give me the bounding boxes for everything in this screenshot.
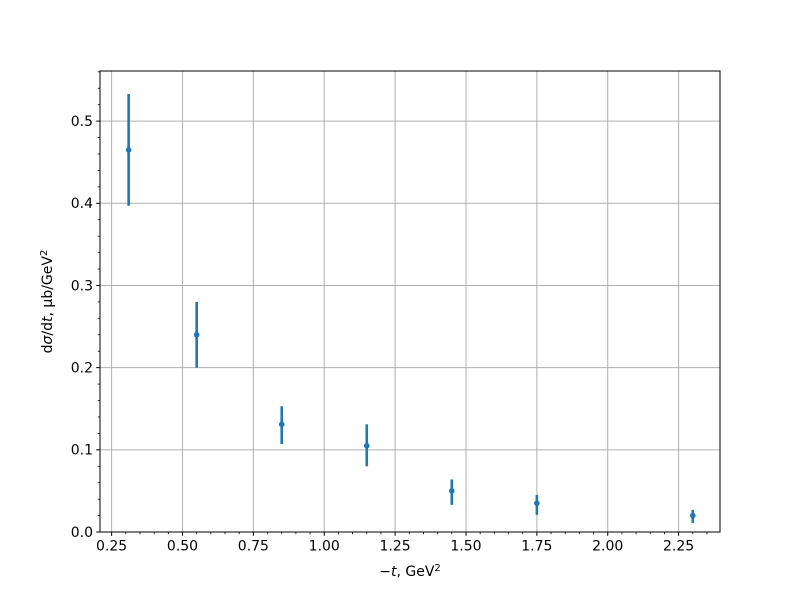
data-point: [193, 331, 200, 338]
plot-border: [99, 70, 721, 533]
x-tick-label: 2.25: [663, 539, 694, 555]
data-point: [125, 147, 132, 153]
y-tick-label: 0.4: [71, 196, 93, 212]
y-axis-label: dσ/dt, μb/GeV2: [39, 250, 56, 354]
x-tick-label: 1.00: [309, 539, 340, 555]
x-tick-label: 0.75: [238, 539, 269, 555]
x-tick-label: 1.50: [450, 539, 481, 555]
data-point: [689, 512, 696, 519]
x-tick-label: 1.25: [380, 539, 411, 555]
data-point: [449, 488, 455, 494]
data-point: [534, 500, 540, 507]
y-tick-label: 0.5: [71, 114, 93, 130]
data-point: [278, 421, 285, 428]
x-tick-label: 2.00: [592, 539, 623, 555]
y-tick-label: 0.0: [71, 525, 93, 541]
y-tick-label: 0.1: [71, 443, 93, 459]
data-point: [363, 442, 370, 449]
x-axis-label: −t, GeV2: [379, 563, 441, 580]
x-tick-label: 0.25: [96, 539, 127, 555]
x-tick-label: 0.50: [167, 539, 198, 555]
y-tick-label: 0.2: [71, 360, 93, 376]
x-tick-label: 1.75: [521, 539, 552, 555]
plot-background: [100, 71, 720, 532]
y-tick-label: 0.3: [71, 278, 93, 294]
